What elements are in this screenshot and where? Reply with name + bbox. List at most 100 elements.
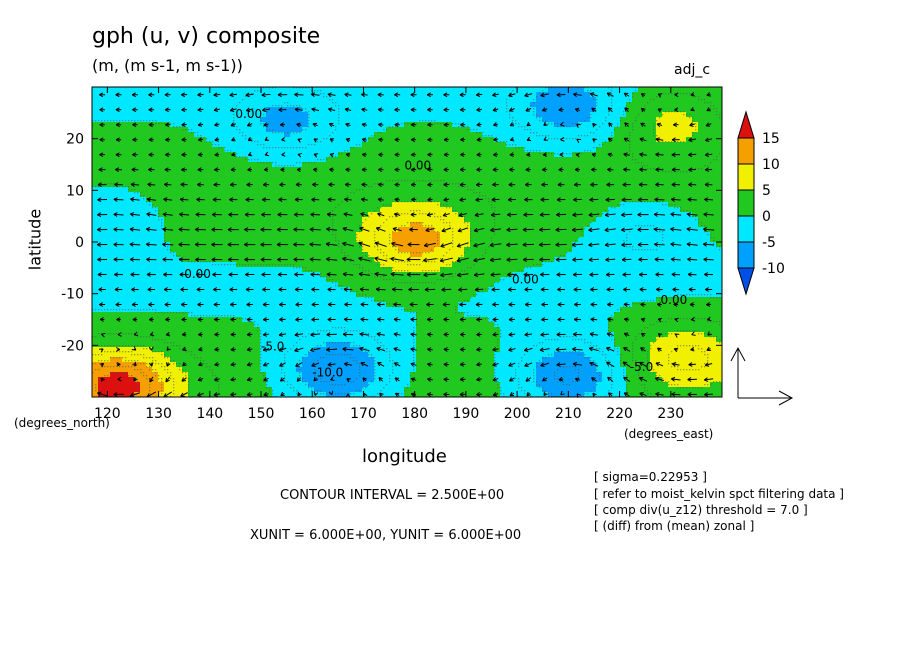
wind-vector (492, 317, 499, 322)
wind-vector (394, 107, 400, 113)
wind-vector (96, 242, 108, 247)
wind-vector (393, 362, 401, 367)
wind-vector (311, 302, 319, 307)
wind-vector (213, 92, 221, 98)
wind-vector (179, 197, 189, 202)
wind-vector (492, 332, 499, 337)
wind-vector (129, 257, 140, 262)
wind-vector (704, 272, 714, 277)
wind-vector (607, 152, 613, 158)
wind-vector (492, 182, 499, 188)
wind-vector (376, 332, 385, 337)
wind-vector (197, 377, 204, 382)
wind-vector (182, 346, 187, 352)
wind-vector (427, 377, 433, 382)
wind-vector (342, 332, 354, 337)
wind-vector (523, 272, 533, 277)
wind-vector (656, 122, 663, 128)
wind-vector (623, 302, 630, 307)
wind-vector (278, 287, 287, 292)
wind-vector (525, 107, 532, 112)
wind-vector (393, 302, 402, 307)
wind-vector (638, 182, 648, 187)
wind-vector (555, 242, 567, 248)
wind-vector (623, 347, 631, 352)
wind-vector (624, 317, 630, 322)
y-unit-note: (degrees_north) (14, 416, 110, 430)
wind-vector (560, 137, 565, 142)
wind-vector (132, 107, 138, 113)
wind-vector (246, 332, 253, 337)
wind-vector (557, 302, 565, 307)
wind-vector (326, 332, 337, 337)
wind-vector (198, 361, 203, 367)
wind-vector (361, 182, 368, 188)
wind-vector (509, 152, 515, 157)
wind-vector (246, 392, 253, 397)
wind-vector (622, 361, 631, 368)
wind-vector (328, 107, 336, 112)
wind-vector (671, 167, 680, 173)
wind-vector (114, 272, 123, 277)
wind-vector (213, 182, 221, 188)
wind-vector (654, 376, 664, 382)
wind-vector (571, 227, 584, 233)
wind-vector (247, 151, 253, 157)
wind-vector (295, 362, 303, 367)
wind-vector (179, 212, 190, 217)
wind-vectors (96, 92, 715, 398)
wind-vector (639, 361, 647, 367)
colorbar-segment (737, 215, 755, 243)
wind-vector (540, 272, 550, 277)
wind-vector (229, 107, 237, 113)
wind-vector (311, 287, 320, 292)
wind-vector (165, 137, 171, 143)
wind-vector (459, 182, 466, 187)
x-axis-label: longitude (362, 446, 447, 467)
wind-vector (657, 347, 662, 352)
wind-vector (97, 197, 108, 203)
wind-vector (410, 182, 417, 188)
wind-vector (459, 392, 466, 397)
wind-vector (360, 317, 369, 322)
y-tick-label: 10 (66, 183, 84, 199)
wind-vector (524, 302, 532, 307)
wind-vector (197, 92, 204, 98)
wind-vector (116, 317, 121, 322)
wind-vector (443, 332, 450, 337)
wind-vector (707, 331, 712, 336)
wind-vector (164, 92, 171, 98)
wind-vector (245, 107, 254, 113)
wind-vector (606, 287, 614, 292)
wind-vector (592, 392, 597, 398)
wind-vector (410, 212, 417, 217)
wind-vector (457, 227, 468, 233)
wind-vector (411, 137, 417, 143)
y-tick-label: 0 (75, 235, 84, 251)
wind-vector (427, 182, 433, 187)
wind-vector (115, 122, 122, 128)
wind-vector (310, 212, 321, 217)
wind-vector (671, 362, 680, 367)
wind-vector (621, 257, 632, 263)
wind-vector (623, 392, 630, 397)
wind-vector (541, 182, 548, 188)
wind-vector (245, 197, 254, 202)
wind-vector (476, 137, 482, 142)
wind-vector (688, 137, 697, 143)
wind-vector (394, 122, 400, 128)
wind-vector (147, 182, 156, 187)
wind-vector (407, 242, 420, 247)
x-tick-label: 200 (504, 406, 531, 422)
wind-vector (507, 197, 516, 203)
wind-vector (557, 317, 565, 322)
wind-vector (246, 182, 253, 188)
wind-vector (572, 272, 582, 277)
wind-vector (427, 362, 433, 367)
wind-vector (556, 212, 567, 218)
wind-vector (589, 272, 599, 277)
x-tick-label: 140 (196, 406, 223, 422)
wind-vector (686, 241, 698, 247)
wind-vector (230, 347, 236, 352)
colorbar-label: 15 (762, 131, 780, 147)
